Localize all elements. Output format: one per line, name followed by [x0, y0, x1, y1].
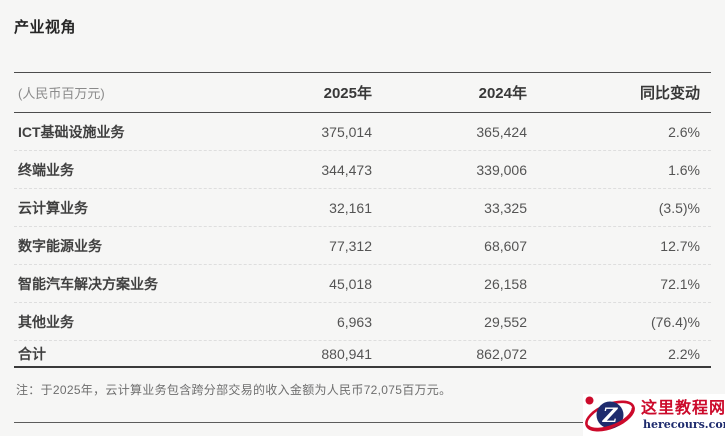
row-label: 数字能源业务	[18, 237, 102, 254]
value-yoy: (3.5)%	[658, 199, 700, 216]
site-domain: herecours.com	[643, 417, 725, 431]
table-row-ict: ICT基础设施业务 375,014 365,424 2.6%	[14, 113, 711, 151]
value-2025: 375,014	[321, 123, 372, 140]
watermark-text: 这里教程网 herecours.com	[641, 399, 725, 431]
table-row-device: 终端业务 344,473 339,006 1.6%	[14, 151, 711, 189]
table-header-row: (人民币百万元) 2025年 2024年 同比变动	[14, 72, 711, 113]
value-2024: 365,424	[476, 123, 527, 140]
total-label: 合计	[18, 345, 46, 362]
site-name: 这里教程网	[641, 399, 725, 417]
row-label: 终端业务	[18, 161, 74, 178]
value-yoy: 12.7%	[660, 237, 700, 254]
table-row-digital-power: 数字能源业务 77,312 68,607 12.7%	[14, 227, 711, 265]
table-row-others: 其他业务 6,963 29,552 (76.4)%	[14, 303, 711, 341]
row-label: 智能汽车解决方案业务	[18, 275, 158, 292]
column-header-2024: 2024年	[478, 85, 527, 102]
total-2024: 862,072	[476, 345, 527, 362]
unit-label: (人民币百万元)	[18, 86, 105, 101]
value-2025: 32,161	[329, 199, 372, 216]
value-2024: 33,325	[484, 199, 527, 216]
value-2024: 26,158	[484, 275, 527, 292]
report-page: 产业视角 (人民币百万元) 2025年 2024年 同比变动 ICT基础设施业务…	[0, 16, 725, 436]
row-label: ICT基础设施业务	[18, 123, 125, 140]
table-row-cloud: 云计算业务 32,161 33,325 (3.5)%	[14, 189, 711, 227]
value-2024: 29,552	[484, 313, 527, 330]
value-yoy: 72.1%	[660, 275, 700, 292]
table-footnote: 注：于2025年，云计算业务包含跨分部交易的收入金额为人民币72,075百万元。	[16, 383, 452, 397]
row-label: 云计算业务	[18, 199, 88, 216]
value-2025: 45,018	[329, 275, 372, 292]
industry-revenue-table: (人民币百万元) 2025年 2024年 同比变动 ICT基础设施业务 375,…	[14, 72, 711, 368]
site-logo-icon: Z	[585, 396, 635, 432]
value-yoy: (76.4)%	[650, 313, 700, 330]
value-2025: 77,312	[329, 237, 372, 254]
column-header-yoy: 同比变动	[639, 85, 700, 102]
table-row-intelligent-auto: 智能汽车解决方案业务 45,018 26,158 72.1%	[14, 265, 711, 303]
column-header-2025: 2025年	[323, 85, 372, 102]
value-yoy: 1.6%	[668, 161, 700, 178]
value-2024: 68,607	[484, 237, 527, 254]
value-yoy: 2.6%	[668, 123, 700, 140]
total-2025: 880,941	[321, 345, 372, 362]
site-watermark: Z 这里教程网 herecours.com	[583, 394, 725, 436]
row-label: 其他业务	[18, 313, 74, 330]
value-2024: 339,006	[476, 161, 527, 178]
value-2025: 344,473	[321, 161, 372, 178]
value-2025: 6,963	[336, 313, 372, 330]
total-yoy: 2.2%	[668, 345, 700, 362]
table-total-row: 合计 880,941 862,072 2.2%	[14, 341, 711, 368]
page-title: 产业视角	[14, 19, 77, 36]
